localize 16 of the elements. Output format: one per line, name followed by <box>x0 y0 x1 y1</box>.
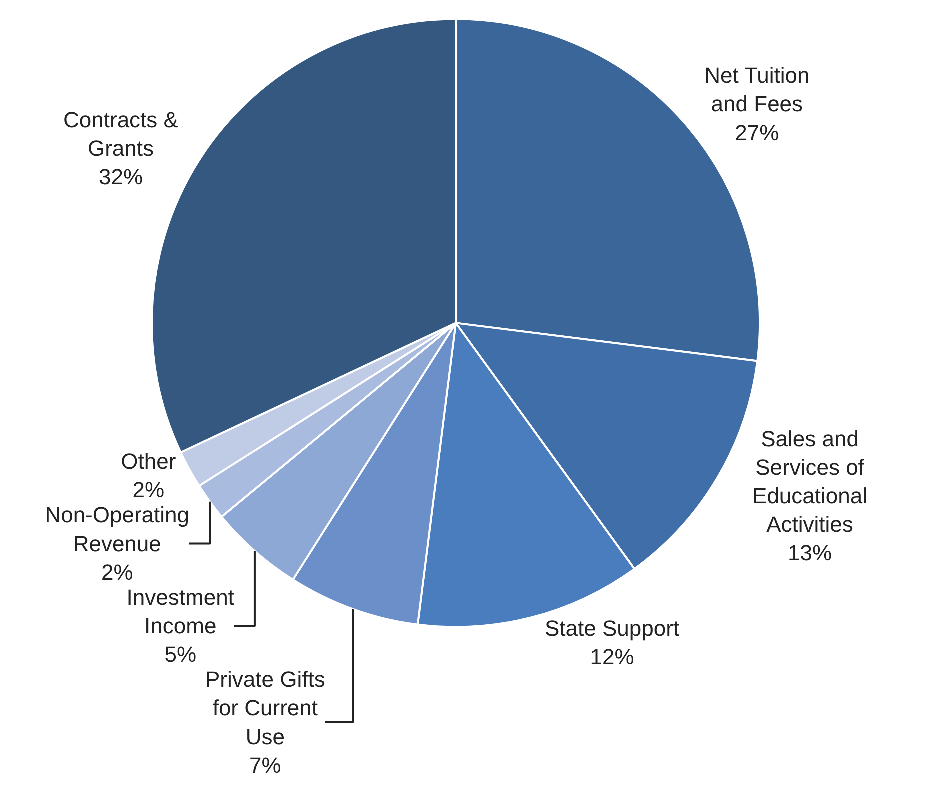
slice-label: Other <box>121 449 176 474</box>
slice-label: State Support <box>545 616 680 641</box>
data-label: 7% <box>250 752 282 778</box>
data-label: 27% <box>735 120 780 146</box>
slice-label: Contracts & Grants <box>64 107 179 161</box>
data-label: 13% <box>788 540 832 566</box>
slice-label: Sales and Services of Educational Activities <box>752 426 868 538</box>
data-label: 5% <box>164 642 197 668</box>
data-label: 2% <box>132 478 165 503</box>
data-label: 12% <box>590 644 634 670</box>
slice-label: Private Gifts for Current Use <box>206 667 326 750</box>
data-label: 2% <box>101 560 134 585</box>
slice-label: Investment Income <box>126 584 234 638</box>
slice-label: Non-Operating Revenue <box>45 502 190 556</box>
slice-label: Net Tuition and Fees <box>704 63 810 117</box>
data-label: 32% <box>98 164 144 190</box>
